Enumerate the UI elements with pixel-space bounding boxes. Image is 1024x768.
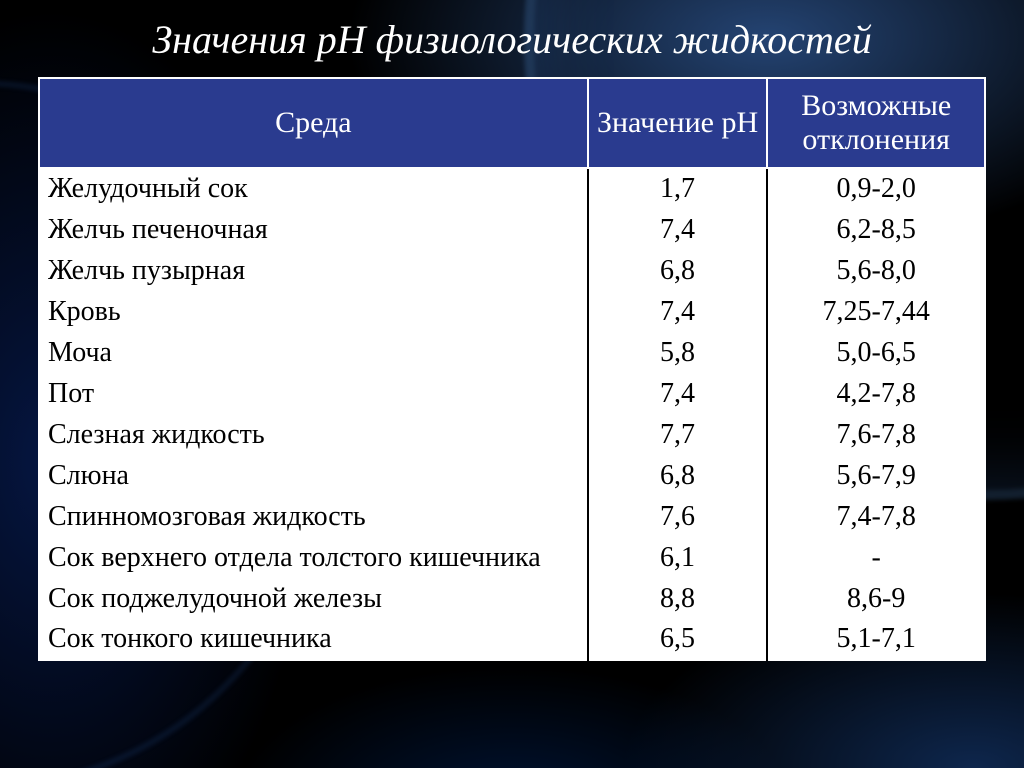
table-row: Пот7,44,2-7,8 [39,373,985,414]
cell-deviation: - [767,537,985,578]
table-row: Сок верхнего отдела толстого кишечника6,… [39,537,985,578]
cell-ph-value: 7,4 [588,291,768,332]
table-row: Сок тонкого кишечника6,55,1-7,1 [39,619,985,660]
table-header-row: Среда Значение рН Возможные отклонения [39,78,985,168]
cell-ph-value: 6,1 [588,537,768,578]
table-row: Кровь7,47,25-7,44 [39,291,985,332]
cell-environment: Желудочный сок [39,168,588,209]
table-row: Спинномозговая жидкость7,67,4-7,8 [39,496,985,537]
cell-deviation: 5,6-7,9 [767,455,985,496]
content-area: Значения рН физиологических жидкостей Ср… [0,0,1024,681]
slide: Значения рН физиологических жидкостей Ср… [0,0,1024,768]
cell-ph-value: 7,7 [588,414,768,455]
cell-ph-value: 6,8 [588,250,768,291]
table-row: Желудочный сок1,70,9-2,0 [39,168,985,209]
header-environment: Среда [39,78,588,168]
table-row: Желчь печеночная7,46,2-8,5 [39,209,985,250]
cell-environment: Желчь пузырная [39,250,588,291]
cell-environment: Кровь [39,291,588,332]
slide-title: Значения рН физиологических жидкостей [38,16,986,63]
cell-ph-value: 6,5 [588,619,768,660]
cell-deviation: 4,2-7,8 [767,373,985,414]
cell-deviation: 7,25-7,44 [767,291,985,332]
header-ph-value: Значение рН [588,78,768,168]
cell-deviation: 8,6-9 [767,578,985,619]
cell-ph-value: 7,6 [588,496,768,537]
cell-deviation: 7,4-7,8 [767,496,985,537]
cell-deviation: 5,0-6,5 [767,332,985,373]
cell-ph-value: 8,8 [588,578,768,619]
cell-ph-value: 7,4 [588,373,768,414]
cell-ph-value: 5,8 [588,332,768,373]
cell-environment: Моча [39,332,588,373]
table-row: Слюна6,85,6-7,9 [39,455,985,496]
cell-deviation: 7,6-7,8 [767,414,985,455]
cell-environment: Спинномозговая жидкость [39,496,588,537]
cell-environment: Сок поджелудочной железы [39,578,588,619]
cell-ph-value: 7,4 [588,209,768,250]
cell-deviation: 5,1-7,1 [767,619,985,660]
table-row: Слезная жидкость7,77,6-7,8 [39,414,985,455]
table-body: Желудочный сок1,70,9-2,0Желчь печеночная… [39,168,985,660]
cell-deviation: 0,9-2,0 [767,168,985,209]
cell-ph-value: 1,7 [588,168,768,209]
table-row: Сок поджелудочной железы8,88,6-9 [39,578,985,619]
cell-environment: Сок тонкого кишечника [39,619,588,660]
header-deviation: Возможные отклонения [767,78,985,168]
cell-environment: Слезная жидкость [39,414,588,455]
cell-ph-value: 6,8 [588,455,768,496]
cell-environment: Пот [39,373,588,414]
table-row: Желчь пузырная6,85,6-8,0 [39,250,985,291]
cell-environment: Сок верхнего отдела толстого кишечника [39,537,588,578]
cell-environment: Желчь печеночная [39,209,588,250]
cell-environment: Слюна [39,455,588,496]
cell-deviation: 5,6-8,0 [767,250,985,291]
ph-table: Среда Значение рН Возможные отклонения Ж… [38,77,986,661]
table-row: Моча5,85,0-6,5 [39,332,985,373]
cell-deviation: 6,2-8,5 [767,209,985,250]
